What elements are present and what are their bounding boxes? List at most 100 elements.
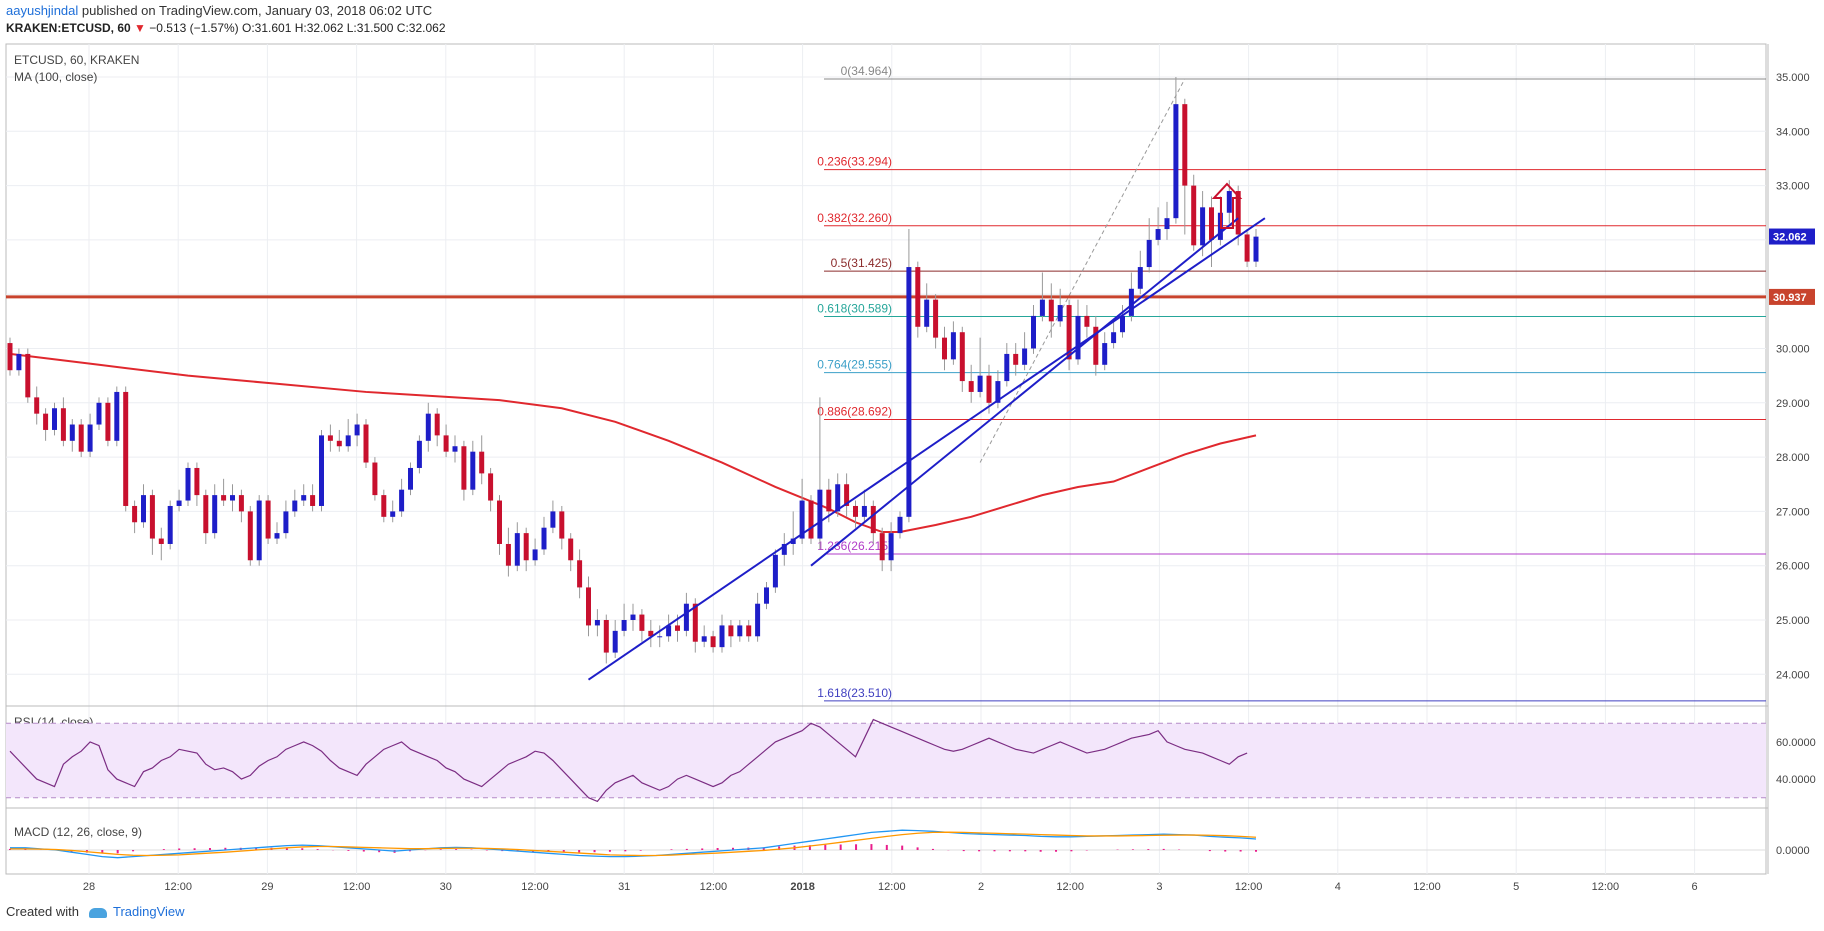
candle-down [959,332,965,382]
candle-down [479,451,485,474]
candle-up [256,500,262,561]
author-link[interactable]: aayushjindal [6,3,79,18]
fib-level-label: 0.886(28.692) [817,405,892,419]
candle-down [443,435,449,452]
rsi-tick-label: 40.0000 [1776,774,1816,786]
candle-up [612,630,618,653]
candle-down [34,397,40,414]
candle-down [523,533,529,561]
x-tick-label: 3 [1156,881,1162,893]
candle-down [194,467,200,496]
candle-up [701,636,707,642]
candle-down [327,435,333,441]
fib-level-label: 0.236(33.294) [817,155,892,169]
candle-down [870,505,876,534]
candle-up [1146,239,1152,268]
candle-up [781,543,787,555]
candle-down [710,636,716,648]
candle-up [1128,288,1134,316]
down-arrow-icon: ▼ [134,21,146,35]
published-text: published on TradingView.com, January 03… [81,3,433,18]
candle-down [968,381,974,392]
x-tick-label: 6 [1692,881,1698,893]
candle-down [203,495,209,534]
candle-up [657,636,663,638]
y-tick-label: 27.000 [1776,506,1810,518]
candle-down [60,408,66,441]
candle-down [123,391,129,506]
candle-up [212,495,218,534]
candle-up [1039,299,1045,316]
fib-level-label: 0.382(32.260) [817,211,892,225]
fib-anchor-line [979,78,1186,463]
y-tick-label: 28.000 [1776,452,1810,464]
candle-up [408,467,413,490]
x-tick-label: 28 [83,881,95,893]
candle-up [1111,332,1117,344]
candle-down [363,424,369,463]
macd-line [10,829,1257,859]
last-price-tag [1769,228,1815,245]
candle-up [755,603,761,637]
candle-up [995,381,1001,403]
candle-up [416,440,422,468]
candle-up [390,511,396,517]
ohlc-values: O:31.601 H:32.062 L:31.500 C:32.062 [242,21,446,35]
candle-down [1244,234,1250,262]
candle-up [719,625,725,648]
resistance-price-label: 30.937 [1773,292,1807,304]
trendline [810,217,1239,567]
x-tick-label: 12:00 [1592,881,1620,893]
candle-down [915,267,921,327]
x-tick-label: 29 [261,881,273,893]
candle-up [1022,348,1028,365]
y-tick-label: 26.000 [1776,561,1810,573]
x-tick-label: 12:00 [700,881,728,893]
x-tick-label: 12:00 [1056,881,1084,893]
candle-down [1093,326,1099,365]
candle-up [630,614,636,620]
resistance-price-tag [1769,288,1815,305]
candle-up [274,533,280,539]
x-tick-label: 2 [978,881,984,893]
candle-down [43,413,49,430]
candle-up [532,549,538,561]
candle-down [853,505,858,517]
candle-up [399,489,405,512]
x-tick-label: 30 [440,881,452,893]
candle-up [514,533,520,566]
candle-down [1191,185,1197,246]
x-tick-label: 4 [1335,881,1341,893]
candle-up [292,500,298,512]
candle-down [132,505,138,523]
candle-up [550,511,556,528]
candle-down [238,495,244,512]
y-tick-label: 33.000 [1776,181,1810,193]
candle-up [977,375,983,392]
x-tick-label: 12:00 [878,881,906,893]
candle-down [78,424,84,452]
candle-down [221,495,227,501]
candle-down [675,625,680,631]
x-tick-label: 2018 [790,881,814,893]
candle-down [559,511,565,539]
candle-down [568,538,574,561]
tradingview-link[interactable]: TradingView [113,904,185,919]
y-tick-label: 29.000 [1776,398,1810,410]
candle-down [933,299,939,338]
fib-level-label: 0.5(31.425) [831,256,892,270]
trendline [587,217,1266,681]
candle-down [603,620,609,653]
candle-up [141,495,146,523]
x-tick-label: 31 [618,881,630,893]
candle-up [1226,191,1232,213]
candle-down [434,413,440,436]
candle-up [1057,305,1063,322]
candle-down [728,625,734,637]
candle-down [497,500,502,544]
candle-down [986,375,992,403]
candle-down [505,543,511,566]
rsi-band [6,723,1766,798]
candle-down [1013,353,1019,365]
